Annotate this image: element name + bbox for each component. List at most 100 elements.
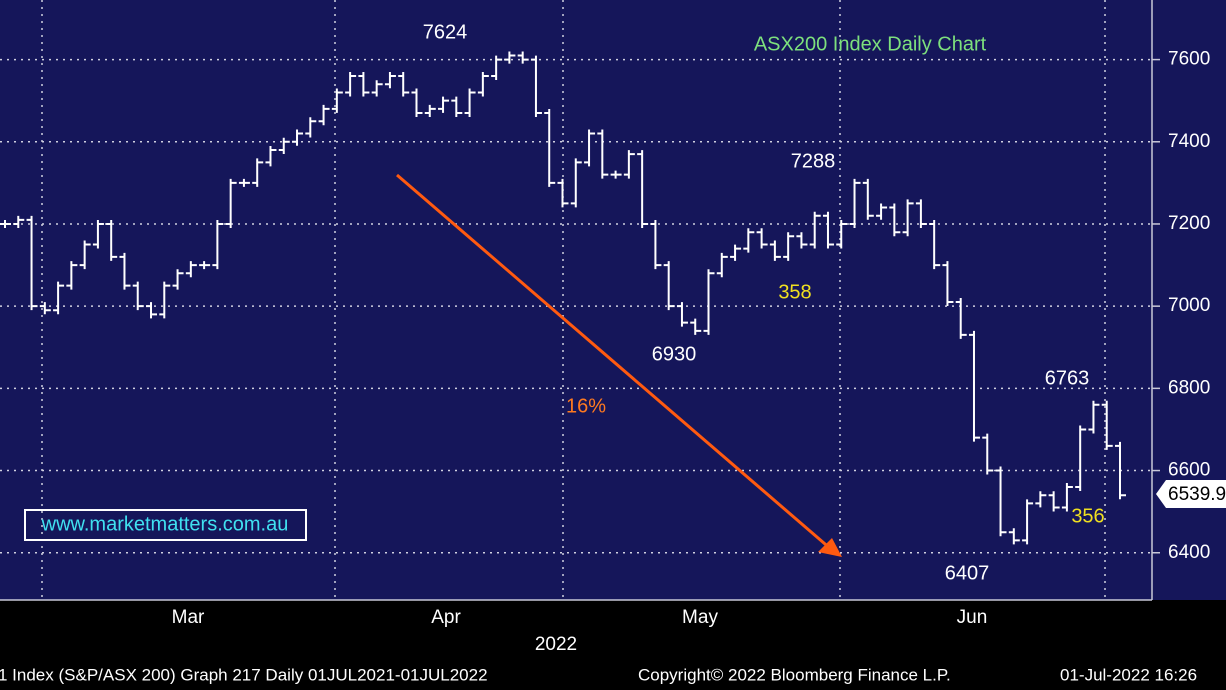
price-bar bbox=[491, 55, 503, 81]
price-bar bbox=[106, 219, 118, 261]
price-bar bbox=[345, 72, 357, 97]
price-bar bbox=[836, 219, 848, 249]
price-bar bbox=[225, 178, 237, 228]
price-bar bbox=[610, 170, 622, 179]
annotation: 6930 bbox=[652, 343, 697, 365]
footer-left: 1 Index (S&P/ASX 200) Graph 217 Daily 01… bbox=[0, 665, 488, 684]
price-bar bbox=[862, 178, 874, 220]
price-bar bbox=[132, 281, 144, 311]
x-tick-label: Apr bbox=[431, 607, 461, 628]
price-bar bbox=[1022, 499, 1034, 545]
price-bar bbox=[66, 261, 78, 290]
price-bar bbox=[530, 55, 542, 118]
price-bar bbox=[1048, 491, 1060, 512]
price-bar bbox=[53, 281, 65, 315]
price-bar bbox=[637, 150, 649, 228]
chart-title: ASX200 Index Daily Chart bbox=[754, 33, 987, 55]
price-bar bbox=[849, 178, 861, 228]
arrow-head bbox=[818, 538, 842, 557]
price-bar bbox=[929, 219, 941, 270]
price-bar bbox=[292, 129, 304, 146]
y-tick-label: 7400 bbox=[1168, 131, 1210, 152]
price-bar bbox=[185, 261, 197, 278]
price-bar bbox=[1061, 482, 1073, 512]
price-bar bbox=[597, 129, 609, 179]
y-tick-label: 6800 bbox=[1168, 377, 1210, 398]
price-bar bbox=[663, 261, 675, 311]
x-tick-label: Jun bbox=[957, 607, 988, 628]
price-bar bbox=[690, 318, 702, 335]
y-tick-label: 6400 bbox=[1168, 542, 1210, 563]
x-tick-label: Mar bbox=[172, 607, 205, 628]
price-bar bbox=[756, 228, 768, 249]
price-bar bbox=[424, 104, 436, 118]
price-bar bbox=[968, 330, 980, 442]
price-bar bbox=[199, 261, 211, 270]
price-bar bbox=[278, 137, 290, 154]
price-bar bbox=[119, 252, 131, 290]
watermark: www.marketmatters.com.au bbox=[41, 513, 289, 535]
y-tick-label: 7200 bbox=[1168, 213, 1210, 234]
price-bar bbox=[902, 199, 914, 237]
trend-arrow bbox=[396, 173, 833, 552]
price-bar bbox=[716, 252, 728, 278]
price-bar bbox=[13, 215, 25, 228]
price-bar bbox=[796, 232, 808, 249]
watermark-box bbox=[24, 509, 307, 541]
price-bar bbox=[92, 219, 104, 249]
price-bar bbox=[517, 51, 529, 64]
vertical-grid bbox=[41, 0, 1106, 600]
price-bar bbox=[570, 158, 582, 208]
year-label: 2022 bbox=[535, 634, 577, 655]
price-bar bbox=[384, 72, 396, 89]
price-bar bbox=[1075, 425, 1087, 491]
price-bar bbox=[703, 269, 715, 335]
price-bar bbox=[159, 281, 171, 319]
price-bar bbox=[876, 203, 888, 220]
price-bar bbox=[1115, 441, 1126, 500]
price-bar bbox=[822, 211, 834, 249]
price-bar bbox=[769, 240, 781, 261]
last-value-tag bbox=[1156, 480, 1226, 508]
price-bar bbox=[1035, 491, 1047, 508]
last-value-label: 6539.9 bbox=[1168, 484, 1226, 505]
price-bar bbox=[318, 104, 330, 126]
price-bar bbox=[305, 117, 317, 138]
price-bar bbox=[331, 88, 343, 113]
price-bar bbox=[889, 203, 901, 237]
price-bar bbox=[1101, 400, 1113, 450]
axis-background bbox=[0, 600, 1226, 690]
annotation: 7624 bbox=[423, 21, 468, 43]
price-bar bbox=[477, 72, 489, 97]
price-bar bbox=[650, 219, 662, 270]
annotation: 16% bbox=[566, 395, 606, 417]
price-bars bbox=[0, 51, 1126, 545]
price-bar bbox=[79, 240, 91, 270]
price-bar bbox=[172, 269, 184, 290]
price-bar bbox=[358, 72, 370, 97]
price-bar bbox=[1008, 528, 1020, 545]
price-bar bbox=[238, 178, 250, 187]
price-bar bbox=[942, 261, 954, 307]
price-bar bbox=[464, 88, 476, 118]
price-bar bbox=[0, 219, 11, 228]
price-bar bbox=[955, 298, 967, 339]
price-bar bbox=[398, 72, 410, 97]
price-bar bbox=[995, 466, 1007, 537]
price-bar bbox=[371, 80, 383, 97]
price-bar bbox=[146, 302, 158, 319]
annotation: 7288 bbox=[791, 150, 836, 172]
y-tick-label: 7000 bbox=[1168, 295, 1210, 316]
price-bar bbox=[557, 178, 569, 208]
annotation: 356 bbox=[1071, 505, 1104, 527]
price-bar bbox=[623, 150, 635, 179]
price-bar bbox=[915, 199, 927, 228]
price-bar bbox=[809, 211, 821, 249]
annotation: 358 bbox=[778, 281, 811, 303]
price-bar bbox=[451, 96, 463, 118]
price-bar bbox=[676, 302, 688, 327]
y-tick-label: 7600 bbox=[1168, 49, 1210, 70]
price-bar bbox=[39, 302, 51, 315]
annotation: 6407 bbox=[945, 562, 990, 584]
